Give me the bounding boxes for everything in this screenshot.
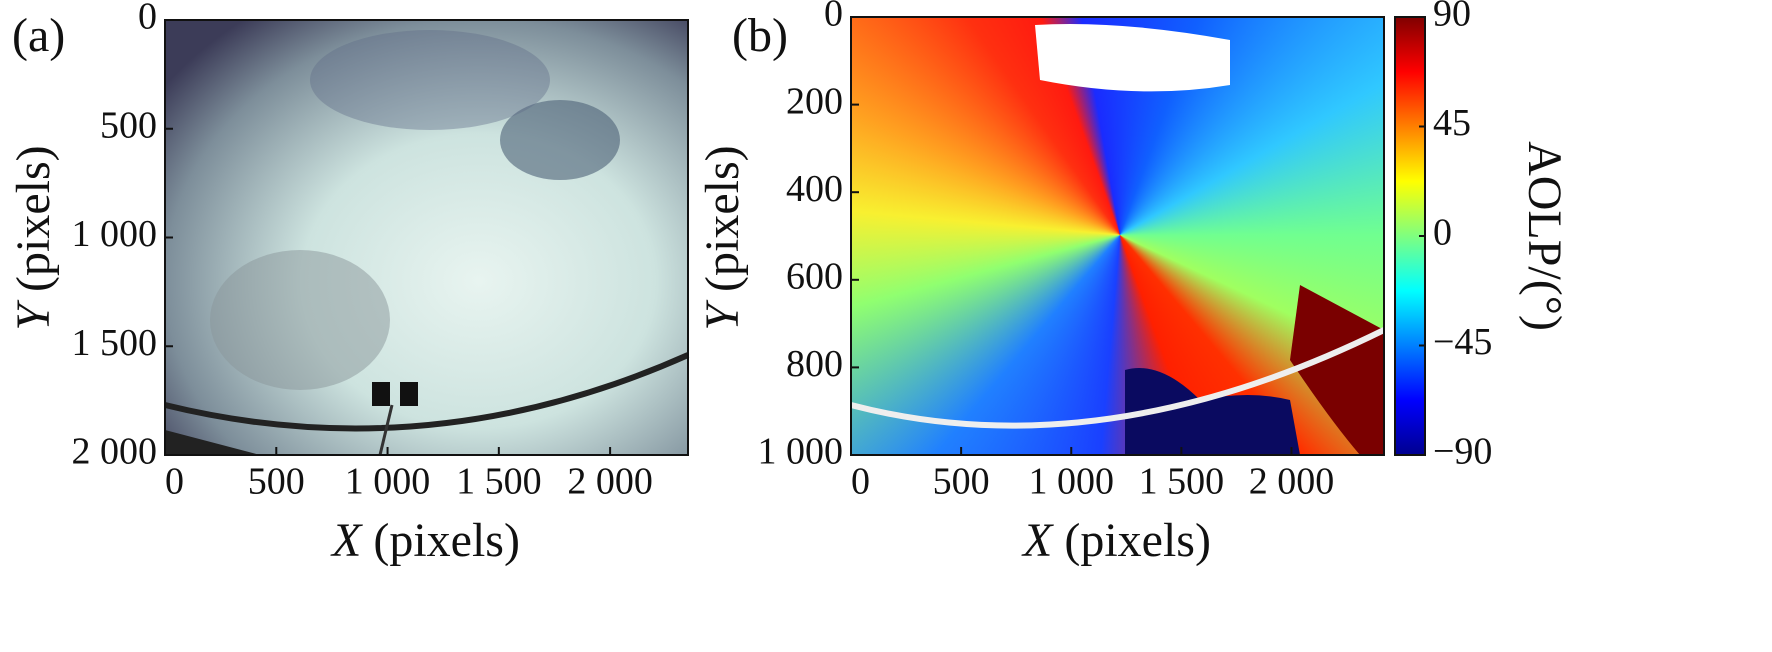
colorbar-tick-label: −45 xyxy=(1433,321,1492,363)
y-tick-label: 800 xyxy=(786,343,843,385)
y-tick-label: 2 000 xyxy=(72,431,158,473)
x-tick-label: 2 000 xyxy=(567,461,653,503)
colorbar-tick-label: 0 xyxy=(1433,212,1452,254)
y-tick-label: 600 xyxy=(786,256,843,298)
y-tick-label: 0 xyxy=(138,0,157,38)
colorbar-tick-label: −90 xyxy=(1433,431,1492,473)
y-tick-label: 1 000 xyxy=(758,431,844,473)
x-tick-label: 1 500 xyxy=(456,461,542,503)
colorbar-label: AOLP/(°) xyxy=(1518,141,1571,331)
x-tick-label: 500 xyxy=(933,461,990,503)
y-tick-label: 1 500 xyxy=(72,322,158,364)
plot-frame xyxy=(850,16,1385,456)
x-tick-label: 1 000 xyxy=(345,461,431,503)
colorbar-tick-label: 90 xyxy=(1433,0,1471,35)
x-tick-label: 1 500 xyxy=(1139,461,1225,503)
y-axis-label: Y (pixels) xyxy=(7,145,60,330)
aolp-image xyxy=(851,17,1384,455)
y-tick-label: 1 000 xyxy=(72,213,158,255)
y-tick-label: 200 xyxy=(786,80,843,122)
y-tick-label: 500 xyxy=(100,104,157,146)
x-tick-label: 500 xyxy=(248,461,305,503)
x-tick-label: 0 xyxy=(165,461,184,503)
y-tick-label: 0 xyxy=(824,0,843,35)
y-axis-label: Y (pixels) xyxy=(696,145,749,330)
x-axis-label: X (pixels) xyxy=(1021,514,1211,567)
x-tick-label: 0 xyxy=(851,461,870,503)
x-tick-label: 1 000 xyxy=(1028,461,1114,503)
x-axis-label: X (pixels) xyxy=(330,514,520,567)
panel-label: (b) xyxy=(732,9,788,62)
colorbar-tick-label: 45 xyxy=(1433,102,1471,144)
sky-image xyxy=(164,20,690,456)
x-tick-label: 2 000 xyxy=(1249,461,1335,503)
panel-label: (a) xyxy=(12,9,65,62)
y-tick-label: 400 xyxy=(786,168,843,210)
